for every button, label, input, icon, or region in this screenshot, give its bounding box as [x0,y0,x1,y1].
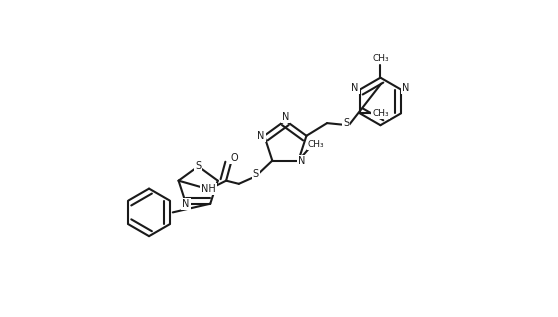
Text: N: N [298,156,305,165]
Text: N: N [402,83,410,93]
Text: CH₃: CH₃ [372,54,389,63]
Text: CH₃: CH₃ [307,140,324,149]
Text: O: O [230,153,238,164]
Text: N: N [282,112,289,122]
Text: N: N [182,199,190,209]
Text: CH₃: CH₃ [372,109,389,118]
Text: N: N [257,131,264,141]
Text: S: S [343,118,349,128]
Text: S: S [253,169,259,179]
Text: S: S [195,161,201,171]
Text: N: N [352,83,359,93]
Text: NH: NH [201,184,216,194]
